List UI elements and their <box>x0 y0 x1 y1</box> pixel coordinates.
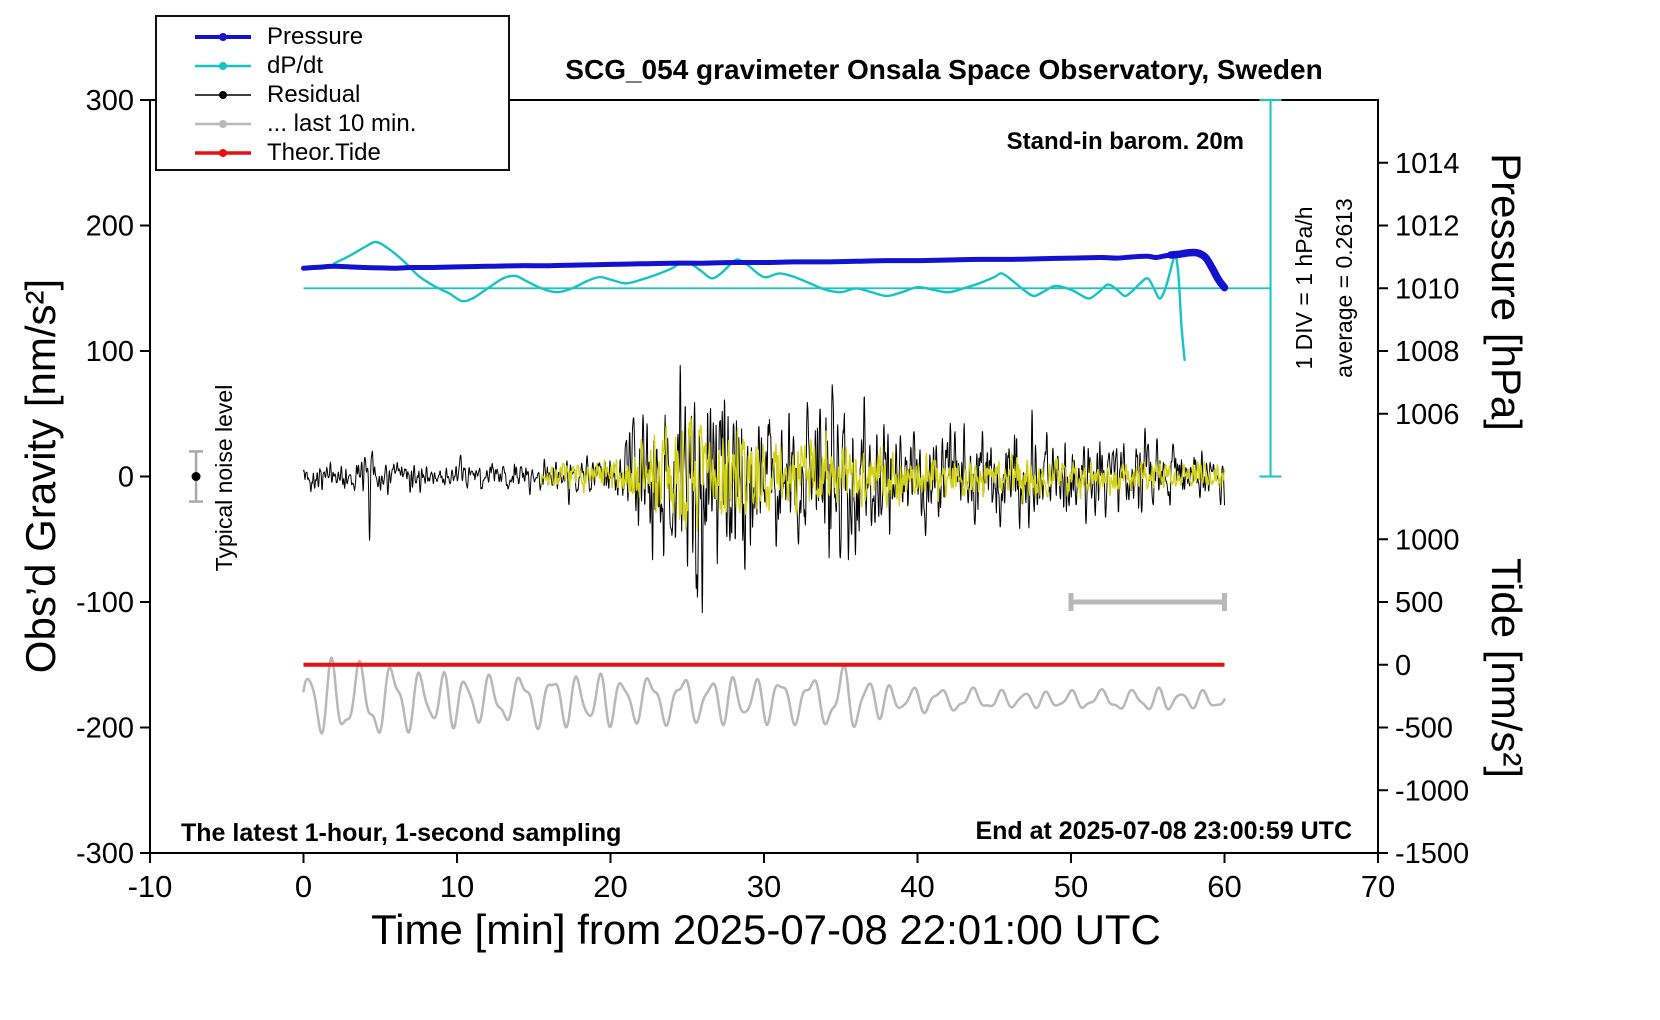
tide-tick-label: 1000 <box>1395 524 1460 556</box>
residual-curve <box>303 364 1225 614</box>
tide-tick-label: -1500 <box>1395 838 1469 870</box>
plot-text-layer: SCG_054 gravimeter Onsala Space Observat… <box>17 54 1530 953</box>
average-note: average = 0.2613 <box>1331 198 1357 378</box>
legend-label: Residual <box>267 80 361 108</box>
pressure-curve <box>301 249 1227 291</box>
tide-tick-label: 500 <box>1395 587 1443 619</box>
time-tick-label: 30 <box>747 869 781 904</box>
x-axis-label: Time [min] from 2025-07-08 22:01:00 UTC <box>371 906 1161 953</box>
dpdt-curve <box>333 240 1186 362</box>
barometer-note: Stand-in barom. 20m <box>1007 128 1244 155</box>
legend-label: dP/dt <box>267 51 324 79</box>
legend-entry: dP/dt <box>157 51 508 80</box>
legend: Pressure dP/dt Residual... last 10 min. The… <box>155 15 510 171</box>
gravity-tick-label: 0 <box>118 462 134 494</box>
tide-tick-label: 0 <box>1395 650 1411 682</box>
legend-label: Theor.Tide <box>267 138 381 166</box>
pressure-tick-label: 1010 <box>1395 273 1460 305</box>
legend-swatch <box>195 61 251 70</box>
sampling-note: The latest 1-hour, 1-second sampling <box>181 819 621 847</box>
gravity-tick-label: -100 <box>76 587 134 619</box>
pressure-tick-label: 1008 <box>1395 336 1460 368</box>
legend-entry: Theor.Tide <box>157 138 508 167</box>
pressure-tick-label: 1012 <box>1395 211 1460 243</box>
gravity-axis-label: Obs’d Gravity [nm/s²] <box>17 279 64 673</box>
legend-entry: ... last 10 min. <box>157 109 508 138</box>
gravity-tick-label: -300 <box>76 838 134 870</box>
legend-swatch <box>195 90 251 99</box>
pressure-tick-label: 1014 <box>1395 148 1460 180</box>
pressure-curve-end <box>1167 248 1229 292</box>
gravity-tick-label: 100 <box>86 336 134 368</box>
pressure-tick-label: 1006 <box>1395 399 1460 431</box>
legend-swatch <box>195 119 251 128</box>
time-tick-label: 70 <box>1361 869 1395 904</box>
legend-dot <box>219 90 227 99</box>
legend-dot <box>219 148 227 157</box>
time-tick-label: 60 <box>1207 869 1241 904</box>
legend-swatch <box>195 148 251 157</box>
tide-tick-label: -500 <box>1395 713 1453 745</box>
legend-dot <box>219 61 227 70</box>
gravity-tick-label: -200 <box>76 713 134 745</box>
legend-label: Pressure <box>267 22 364 50</box>
legend-entry: Pressure <box>157 22 508 51</box>
time-tick-label: 20 <box>593 869 627 904</box>
time-tick-label: 50 <box>1054 869 1088 904</box>
residual-filtered-curve <box>540 416 1226 532</box>
time-tick-label: 40 <box>900 869 934 904</box>
legend-label: ... last 10 min. <box>267 109 417 137</box>
gravity-tick-label: 200 <box>86 211 134 243</box>
legend-swatch <box>195 32 251 41</box>
legend-dot <box>219 32 227 41</box>
time-tick-label: 10 <box>440 869 474 904</box>
time-tick-label: -10 <box>128 869 173 904</box>
pressure-axis-label: Pressure [hPa] <box>1483 153 1530 431</box>
gravity-tick-label: 300 <box>86 85 134 117</box>
tide-tick-label: -1000 <box>1395 775 1469 807</box>
legend-entry: Residual <box>157 80 508 109</box>
chart-title: SCG_054 gravimeter Onsala Space Observat… <box>565 54 1322 85</box>
legend-dot <box>219 119 227 128</box>
noise-level-dot <box>191 472 201 481</box>
div-scale-note: 1 DIV = 1 hPa/h <box>1291 206 1317 369</box>
tide-axis-label: Tide [nm/s²] <box>1483 558 1530 778</box>
time-tick-label: 0 <box>295 869 312 904</box>
end-time-note: End at 2025-07-08 23:00:59 UTC <box>975 817 1352 845</box>
noise-level-note: Typical noise level <box>211 385 237 572</box>
last10-curve <box>302 656 1226 735</box>
